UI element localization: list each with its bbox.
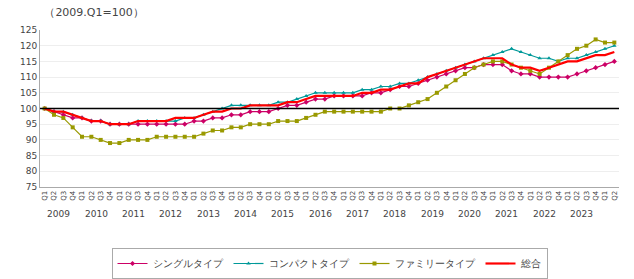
svg-text:2011: 2011 (122, 209, 145, 219)
svg-text:Q2: Q2 (50, 191, 58, 201)
svg-text:Q2: Q2 (274, 191, 282, 201)
svg-text:Q4: Q4 (592, 190, 600, 201)
svg-text:Q4: Q4 (256, 190, 264, 201)
svg-text:110: 110 (20, 72, 37, 82)
svg-text:Q1: Q1 (153, 191, 161, 201)
svg-text:Q3: Q3 (321, 191, 329, 201)
svg-text:シングルタイプ: シングルタイプ (153, 258, 224, 269)
svg-text:（2009.Q1=100）: （2009.Q1=100） (44, 6, 143, 19)
svg-text:2017: 2017 (346, 209, 369, 219)
svg-text:Q4: Q4 (144, 190, 152, 201)
svg-text:120: 120 (20, 41, 37, 51)
svg-text:Q1: Q1 (302, 191, 310, 201)
svg-text:Q2: Q2 (424, 191, 432, 201)
svg-text:2023: 2023 (570, 209, 593, 219)
svg-text:Q1: Q1 (564, 191, 572, 201)
svg-text:2010: 2010 (85, 209, 108, 219)
svg-text:Q2: Q2 (125, 191, 133, 201)
svg-text:2022: 2022 (533, 209, 556, 219)
svg-text:Q2: Q2 (536, 191, 544, 201)
svg-text:100: 100 (20, 104, 37, 114)
svg-text:125: 125 (20, 25, 37, 35)
svg-text:2014: 2014 (234, 209, 257, 219)
svg-text:2021: 2021 (495, 209, 518, 219)
svg-text:Q4: Q4 (517, 190, 525, 201)
svg-text:Q4: Q4 (181, 190, 189, 201)
svg-text:Q4: Q4 (480, 190, 488, 201)
svg-text:Q3: Q3 (284, 191, 292, 201)
svg-text:Q3: Q3 (471, 191, 479, 201)
svg-text:2020: 2020 (458, 209, 481, 219)
svg-text:Q2: Q2 (349, 191, 357, 201)
svg-text:2009: 2009 (47, 209, 70, 219)
svg-text:Q3: Q3 (209, 191, 217, 201)
svg-text:Q3: Q3 (583, 191, 591, 201)
svg-text:Q1: Q1 (190, 191, 198, 201)
svg-text:2018: 2018 (383, 209, 406, 219)
svg-text:Q4: Q4 (405, 190, 413, 201)
svg-text:95: 95 (26, 119, 37, 129)
svg-text:Q4: Q4 (106, 190, 114, 201)
svg-text:Q2: Q2 (611, 191, 619, 201)
svg-text:2019: 2019 (421, 209, 444, 219)
svg-text:Q4: Q4 (443, 190, 451, 201)
svg-text:2012: 2012 (159, 209, 182, 219)
svg-text:115: 115 (20, 57, 37, 67)
svg-text:Q2: Q2 (200, 191, 208, 201)
svg-text:Q1: Q1 (414, 191, 422, 201)
svg-text:80: 80 (26, 166, 38, 176)
svg-text:Q1: Q1 (116, 191, 124, 201)
svg-text:Q3: Q3 (433, 191, 441, 201)
svg-text:Q1: Q1 (601, 191, 609, 201)
svg-text:Q2: Q2 (237, 191, 245, 201)
svg-text:Q1: Q1 (452, 191, 460, 201)
svg-text:Q2: Q2 (573, 191, 581, 201)
svg-text:Q3: Q3 (396, 191, 404, 201)
svg-text:90: 90 (26, 135, 38, 145)
svg-text:Q4: Q4 (293, 190, 301, 201)
svg-text:Q2: Q2 (312, 191, 320, 201)
svg-text:Q3: Q3 (545, 191, 553, 201)
svg-text:Q2: Q2 (88, 191, 96, 201)
svg-text:Q3: Q3 (172, 191, 180, 201)
svg-text:Q3: Q3 (97, 191, 105, 201)
svg-text:Q3: Q3 (358, 191, 366, 201)
svg-text:Q1: Q1 (527, 191, 535, 201)
svg-text:105: 105 (20, 88, 37, 98)
svg-text:2015: 2015 (271, 209, 294, 219)
svg-text:Q3: Q3 (134, 191, 142, 201)
svg-text:Q4: Q4 (368, 190, 376, 201)
svg-text:75: 75 (26, 182, 37, 192)
svg-text:Q3: Q3 (246, 191, 254, 201)
svg-text:Q1: Q1 (78, 191, 86, 201)
svg-text:Q4: Q4 (330, 190, 338, 201)
svg-text:Q1: Q1 (228, 191, 236, 201)
svg-text:Q1: Q1 (340, 191, 348, 201)
svg-text:Q1: Q1 (41, 191, 49, 201)
svg-text:Q1: Q1 (377, 191, 385, 201)
svg-text:Q4: Q4 (555, 190, 563, 201)
svg-text:Q1: Q1 (265, 191, 273, 201)
svg-text:Q4: Q4 (218, 190, 226, 201)
svg-text:コンパクトタイプ: コンパクトタイプ (269, 258, 350, 269)
svg-text:ファミリータイプ: ファミリータイプ (395, 258, 476, 269)
svg-text:Q4: Q4 (69, 190, 77, 201)
svg-text:Q1: Q1 (489, 191, 497, 201)
svg-text:85: 85 (26, 151, 37, 161)
svg-text:2013: 2013 (197, 209, 220, 219)
svg-text:総合: 総合 (520, 258, 541, 269)
svg-text:Q2: Q2 (499, 191, 507, 201)
svg-text:Q3: Q3 (60, 191, 68, 201)
svg-text:Q3: Q3 (508, 191, 516, 201)
svg-text:2016: 2016 (309, 209, 332, 219)
svg-text:Q2: Q2 (386, 191, 394, 201)
svg-text:Q2: Q2 (162, 191, 170, 201)
svg-text:Q2: Q2 (461, 191, 469, 201)
